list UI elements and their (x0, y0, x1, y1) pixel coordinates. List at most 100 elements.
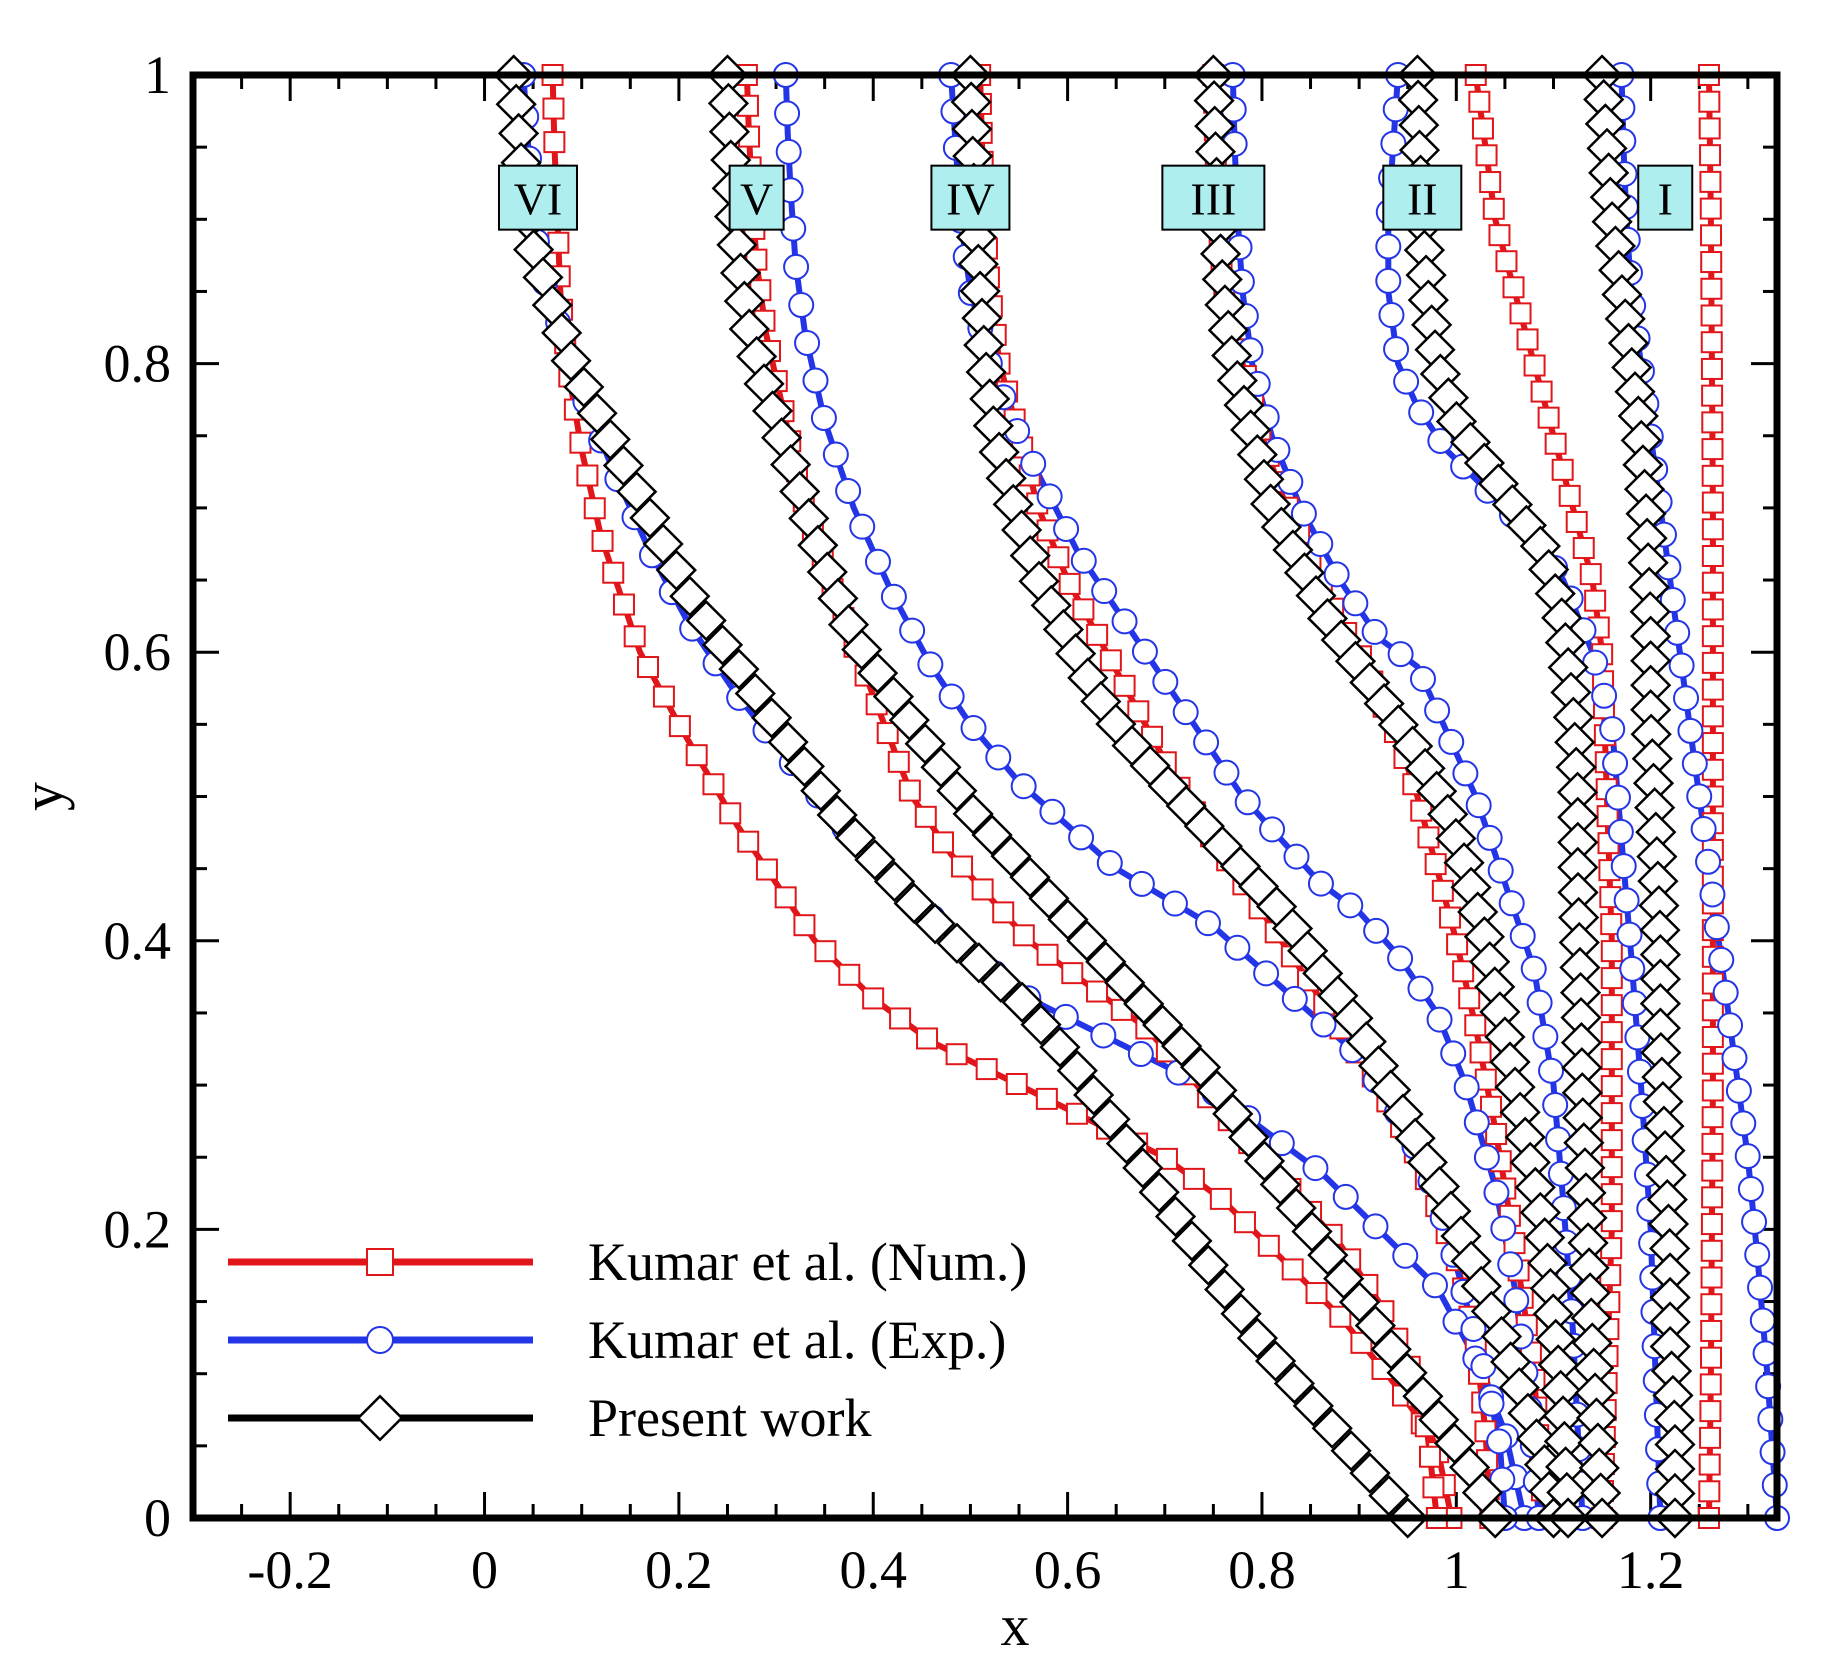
station-label-box (1382, 164, 1463, 231)
data-point-num (652, 685, 675, 708)
data-point-exp (1725, 1077, 1752, 1104)
data-point-present (1085, 941, 1127, 983)
data-point-num (1699, 1373, 1722, 1396)
data-point-exp (1193, 729, 1220, 756)
data-point-exp (1610, 853, 1637, 880)
data-point-num (1700, 1239, 1723, 1262)
data-point-exp (1730, 1110, 1757, 1137)
data-point-exp (1734, 1143, 1761, 1170)
data-point-exp (1363, 917, 1390, 944)
legend-label-exp: Kumar et al. (Exp.) (588, 1310, 1006, 1370)
data-point-present (1138, 1171, 1180, 1213)
data-point-exp (1091, 578, 1118, 605)
data-point-num (1544, 432, 1567, 455)
data-point-present (1020, 1004, 1062, 1046)
data-point-exp (1053, 515, 1080, 542)
data-point-exp (1424, 697, 1451, 724)
data-point-num (1700, 357, 1723, 380)
data-point-num (898, 779, 921, 802)
data-point-num (1464, 1014, 1487, 1037)
data-point-num (1113, 674, 1136, 697)
series-line-num (743, 74, 1440, 1519)
y-tick-label: 0.6 (104, 622, 172, 682)
data-point-num (1701, 544, 1724, 567)
data-point-exp (1307, 870, 1334, 897)
data-point-num (1209, 1187, 1232, 1210)
data-point-num (1012, 924, 1035, 947)
data-point-num (1700, 277, 1723, 300)
data-point-num (1086, 980, 1109, 1003)
data-point-num (1523, 354, 1546, 377)
data-point-num (1305, 1282, 1328, 1305)
station-label-box (930, 164, 1011, 231)
data-point-num (1701, 1052, 1724, 1075)
data-point-num (1424, 853, 1447, 876)
data-point-num (1233, 1211, 1256, 1234)
x-tick-label: 0.8 (1228, 1540, 1296, 1600)
data-point-present (1104, 962, 1146, 1004)
data-point-num (1701, 625, 1724, 648)
station-label: VI (514, 174, 563, 225)
data-point-num (1182, 1167, 1205, 1190)
data-point-num (1699, 144, 1722, 167)
data-point-num (1155, 1147, 1178, 1170)
data-point-exp (1438, 728, 1465, 755)
station-label-box (1637, 164, 1694, 231)
data-point-num (1565, 510, 1588, 533)
data-point-num (1035, 1087, 1058, 1110)
data-point-exp (1712, 979, 1739, 1006)
data-point-exp (1498, 890, 1525, 917)
data-point-exp (1323, 561, 1350, 588)
data-point-exp (835, 477, 862, 504)
data-point-exp (1380, 130, 1407, 157)
data-point-exp (1599, 716, 1626, 743)
station-labels: VI V IV III II I (497, 164, 1694, 231)
data-point-num (1700, 331, 1723, 354)
data-point-exp (899, 617, 926, 644)
data-point-exp (1703, 914, 1730, 941)
data-point-num (1700, 1213, 1723, 1236)
data-point-num (737, 830, 760, 853)
data-point-num (1701, 464, 1724, 487)
data-point-num (1530, 380, 1553, 403)
data-point-exp (788, 292, 815, 319)
data-point-exp (1591, 682, 1618, 709)
data-point-num (1439, 906, 1462, 929)
data-point-exp (780, 215, 807, 242)
data-point-num (1419, 1445, 1442, 1468)
data-point-num (1558, 484, 1581, 507)
station-label: I (1658, 174, 1673, 225)
data-point-num (1350, 1331, 1373, 1354)
data-point-exp (849, 513, 876, 540)
legend-label-num: Kumar et al. (Num.) (588, 1232, 1027, 1292)
data-point-exp (1749, 1307, 1776, 1334)
data-point-exp (1090, 1022, 1117, 1049)
data-point-num (1600, 994, 1623, 1017)
data-point-num (612, 593, 635, 616)
data-point-num (814, 940, 837, 963)
data-point-exp (1542, 1091, 1569, 1118)
data-point-exp (1421, 1272, 1448, 1299)
data-point-exp (1695, 848, 1722, 875)
data-point-exp (1127, 1041, 1154, 1068)
data-point-exp (1473, 1144, 1500, 1171)
data-point-num (1701, 491, 1724, 514)
data-point-num (1699, 170, 1722, 193)
data-point-exp (1375, 267, 1402, 294)
data-point-exp (1619, 955, 1646, 982)
data-point-present (1073, 1074, 1115, 1116)
data-point-exp (1604, 784, 1631, 811)
data-point-num (1047, 546, 1070, 569)
y-tick-label: 0.2 (104, 1199, 172, 1259)
data-point-exp (1307, 530, 1334, 557)
x-axis-title: x (1001, 1593, 1030, 1655)
data-point-exp (1128, 870, 1155, 897)
data-point-exp (1010, 773, 1037, 800)
data-point-present (1349, 1452, 1391, 1494)
data-point-num (1600, 1102, 1623, 1125)
data-point-num (1701, 1079, 1724, 1102)
data-point-exp (1342, 590, 1369, 617)
data-point-num (1600, 967, 1623, 990)
data-point-num (543, 131, 566, 154)
data-point-num (1700, 1346, 1723, 1369)
